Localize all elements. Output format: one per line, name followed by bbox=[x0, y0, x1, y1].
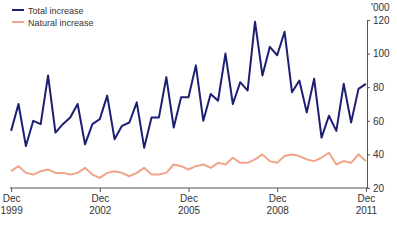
y-tick-label: 40 bbox=[373, 149, 385, 160]
y-tick-mark bbox=[367, 121, 370, 122]
series-line bbox=[11, 153, 366, 178]
y-tick-mark bbox=[367, 54, 370, 55]
x-tick-label-line: 2008 bbox=[267, 205, 290, 216]
x-tick-mark bbox=[100, 188, 101, 192]
x-tick-label: Dec1999 bbox=[0, 193, 23, 216]
y-tick: 120 bbox=[367, 15, 390, 26]
y-tick: 80 bbox=[367, 82, 385, 93]
y-axis-line bbox=[368, 21, 371, 189]
y-tick-mark bbox=[367, 188, 370, 189]
y-tick: 40 bbox=[367, 149, 385, 160]
legend-label: Total increase bbox=[28, 6, 84, 16]
x-tick: Dec2002 bbox=[89, 188, 112, 216]
y-axis: 20 40 60 80 100 120 bbox=[367, 15, 390, 194]
y-tick: 100 bbox=[367, 48, 390, 59]
y-tick-mark bbox=[367, 154, 370, 155]
y-tick-mark bbox=[367, 20, 370, 21]
x-tick: Dec2005 bbox=[178, 188, 201, 216]
legend-item: Natural increase bbox=[12, 18, 94, 28]
x-tick: Dec2011 bbox=[356, 188, 378, 216]
x-tick-label-line: Dec bbox=[269, 193, 287, 204]
y-tick-label: 80 bbox=[373, 82, 385, 93]
x-tick-mark bbox=[366, 188, 367, 192]
y-tick-label: 60 bbox=[373, 116, 385, 127]
x-tick-label-line: 2005 bbox=[178, 205, 201, 216]
x-tick-label-line: 2011 bbox=[356, 205, 378, 216]
x-tick-label: Dec2005 bbox=[178, 193, 201, 216]
x-tick-label-line: Dec bbox=[180, 193, 198, 204]
legend-swatch bbox=[12, 9, 24, 11]
series-line bbox=[11, 22, 366, 148]
legend: Total increase Natural increase bbox=[12, 6, 94, 28]
x-tick-mark bbox=[189, 188, 190, 192]
y-tick: 20 bbox=[367, 183, 385, 194]
x-tick-label-line: 1999 bbox=[0, 205, 23, 216]
y-tick-label: 100 bbox=[373, 48, 390, 59]
legend-swatch bbox=[12, 21, 24, 23]
y-tick-label: 120 bbox=[373, 15, 390, 26]
x-tick-label: Dec2008 bbox=[267, 193, 290, 216]
chart: 20406080100120'000Dec1999Dec2002Dec2005D… bbox=[0, 0, 397, 227]
x-tick-label-line: Dec bbox=[357, 193, 375, 204]
y-unit-label: '000 bbox=[371, 2, 390, 13]
x-tick: Dec2008 bbox=[267, 188, 290, 216]
y-tick-mark bbox=[367, 87, 370, 88]
x-axis: Dec1999Dec2002Dec2005Dec2008Dec2011 bbox=[0, 188, 377, 216]
x-tick: Dec1999 bbox=[0, 188, 23, 216]
y-tick-label: 20 bbox=[373, 183, 385, 194]
x-tick-label: Dec2011 bbox=[356, 193, 378, 216]
y-tick: 60 bbox=[367, 116, 385, 127]
legend-item: Total increase bbox=[12, 6, 84, 16]
x-tick-label-line: 2002 bbox=[89, 205, 112, 216]
x-tick-label: Dec2002 bbox=[89, 193, 112, 216]
x-tick-mark bbox=[277, 188, 278, 192]
x-tick-label-line: Dec bbox=[91, 193, 109, 204]
plot-area bbox=[11, 22, 366, 178]
legend-label: Natural increase bbox=[28, 18, 94, 28]
x-tick-mark bbox=[11, 188, 12, 192]
x-tick-label-line: Dec bbox=[3, 193, 21, 204]
